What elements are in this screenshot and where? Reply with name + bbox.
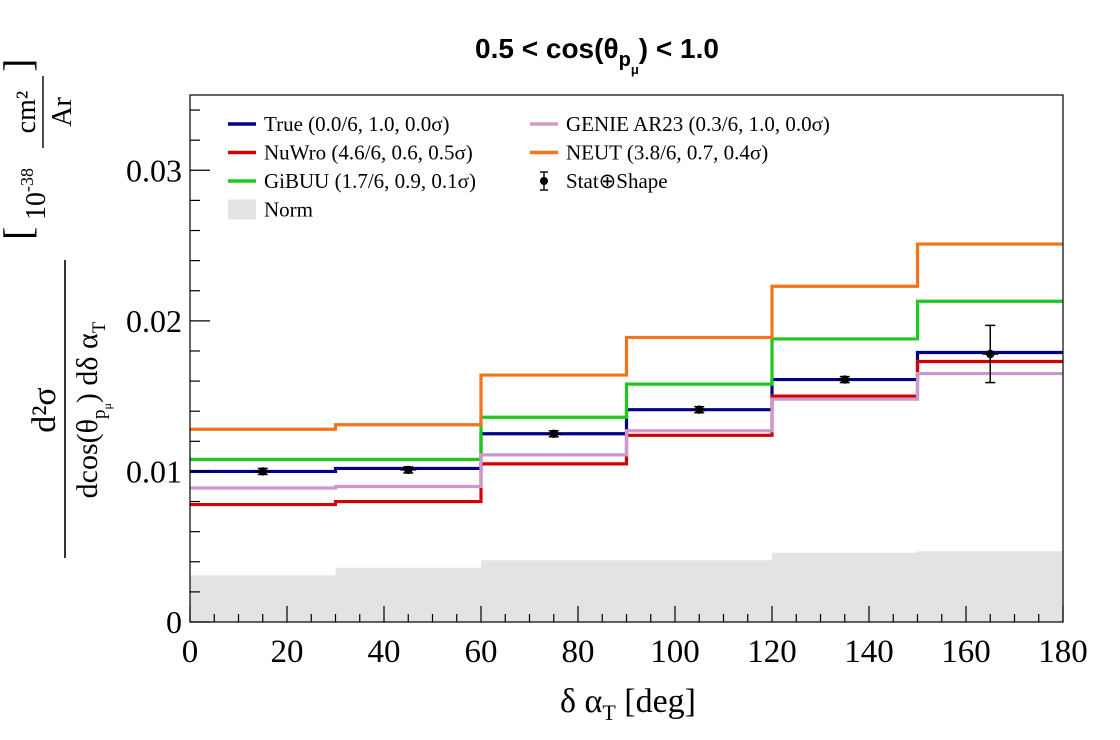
chart-title: 0.5 < cos(θpμ) < 1.0 — [475, 33, 719, 77]
legend-entry-0: True (0.0/6, 1.0, 0.0σ) — [228, 112, 450, 136]
y-tick-label: 0.03 — [126, 152, 182, 188]
x-tick-label: 40 — [368, 634, 401, 670]
data-point-1 — [400, 465, 417, 475]
x-tick-label: 180 — [1038, 634, 1088, 670]
x-tick-label: 0 — [182, 634, 199, 670]
y-tick-label: 0 — [166, 604, 182, 640]
legend-entry-6: Norm — [228, 198, 313, 222]
svg-text:NEUT (3.8/6, 0.7, 0.4σ): NEUT (3.8/6, 0.7, 0.4σ) — [566, 141, 768, 165]
data-points — [254, 324, 999, 476]
legend-entry-3: NEUT (3.8/6, 0.7, 0.4σ) — [530, 141, 768, 165]
y-label-unit-power: 10-38 — [17, 168, 52, 220]
y-tick-label: 0.01 — [126, 453, 182, 489]
svg-text:GENIE AR23 (0.3/6, 1.0, 0.0σ): GENIE AR23 (0.3/6, 1.0, 0.0σ) — [566, 112, 830, 136]
data-point-5 — [982, 324, 999, 384]
y-tick-labels: 0 0.01 0.02 0.03 — [126, 152, 182, 640]
x-tick-label: 60 — [465, 634, 498, 670]
y-label-unit-numerator: cm² — [11, 91, 42, 134]
x-tick-label: 120 — [747, 634, 797, 670]
norm-bin-5 — [917, 551, 1063, 622]
y-label-numerator: d²σ — [26, 387, 63, 433]
series-line-3 — [190, 371, 1063, 490]
svg-text:True (0.0/6, 1.0, 0.0σ): True (0.0/6, 1.0, 0.0σ) — [264, 112, 450, 136]
svg-text:GiBUU (1.7/6, 0.9, 0.1σ): GiBUU (1.7/6, 0.9, 0.1σ) — [264, 169, 476, 193]
x-tick-labels: 0 20 40 60 80 100 120 140 160 180 — [182, 634, 1088, 670]
legend-entry-4: GiBUU (1.7/6, 0.9, 0.1σ) — [228, 169, 476, 193]
legend-entry-2: NuWro (4.6/6, 0.6, 0.5σ) — [228, 141, 473, 165]
data-point-4 — [836, 375, 853, 384]
series-layer — [190, 242, 1063, 507]
legend-entry-1: GENIE AR23 (0.3/6, 1.0, 0.0σ) — [530, 112, 830, 136]
norm-bin-3 — [626, 560, 772, 622]
data-point-2 — [545, 429, 562, 438]
y-label-bracket-left: [ — [0, 227, 40, 240]
x-axis-label: δ αT [deg] — [560, 683, 696, 725]
data-point-0 — [254, 467, 271, 476]
norm-band — [190, 551, 1063, 622]
x-tick-label: 100 — [650, 634, 700, 670]
y-axis-label: d²σ dcos(θpμ) dδ αT [ 10-38 cm² Ar ] — [0, 59, 114, 558]
legend-entry-5: Stat⊕Shape — [540, 169, 668, 193]
svg-text:Stat⊕Shape: Stat⊕Shape — [566, 169, 668, 193]
norm-bin-1 — [335, 567, 481, 622]
x-tick-label: 80 — [562, 634, 595, 670]
legend: True (0.0/6, 1.0, 0.0σ) GENIE AR23 (0.3/6… — [228, 112, 830, 222]
y-label-unit-denominator: Ar — [47, 97, 78, 127]
y-tick-label: 0.02 — [126, 303, 182, 339]
x-tick-label: 20 — [271, 634, 304, 670]
norm-bin-2 — [481, 560, 627, 622]
x-tick-label: 160 — [941, 634, 991, 670]
axis-ticks — [189, 109, 1064, 623]
y-label-denominator: dcos(θpμ) dδ αT — [71, 321, 114, 498]
norm-bin-4 — [772, 552, 918, 622]
x-tick-label: 140 — [844, 634, 894, 670]
series-line-2 — [190, 299, 1063, 461]
data-point-3 — [691, 405, 708, 414]
svg-text:NuWro (4.6/6, 0.6, 0.5σ): NuWro (4.6/6, 0.6, 0.5σ) — [264, 141, 473, 165]
svg-text:Norm: Norm — [264, 198, 313, 222]
series-line-4 — [190, 242, 1063, 431]
y-label-bracket-right: ] — [0, 59, 40, 72]
